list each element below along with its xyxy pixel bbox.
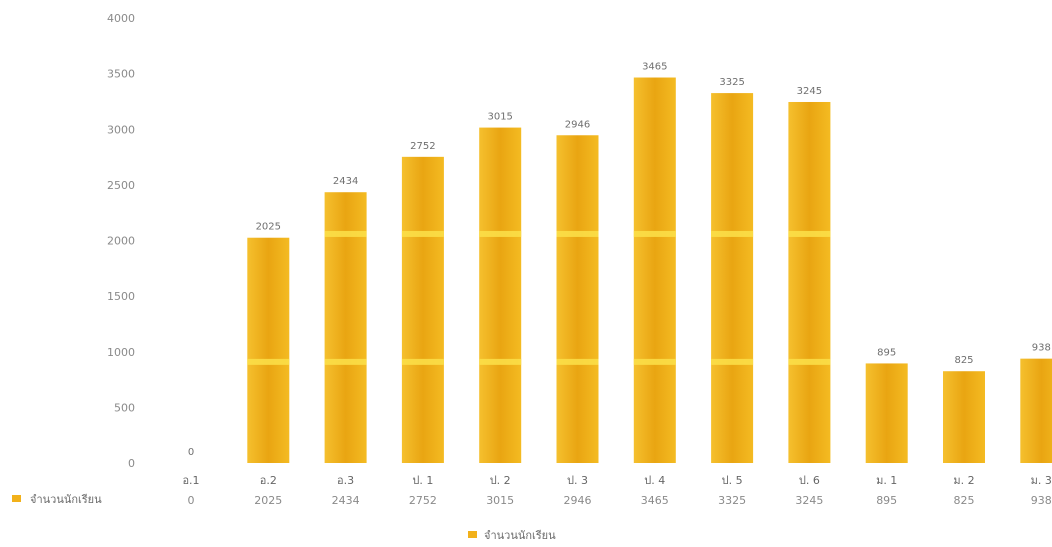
x-category-label: อ.1 (182, 474, 199, 487)
data-label: 3465 (642, 62, 667, 73)
bar-2[interactable] (247, 237, 290, 463)
y-axis: 0 500 1000 1500 2000 2500 3000 3500 4000 (107, 12, 135, 470)
bar-3[interactable] (324, 192, 367, 463)
y-tick-label: 1000 (107, 346, 135, 359)
x-category-label: ม. 1 (876, 474, 897, 487)
legend-swatch (468, 531, 477, 538)
y-tick-label: 500 (114, 401, 135, 414)
table-cell: 3465 (641, 494, 669, 507)
bar-highlight-band (324, 358, 367, 365)
bar-highlight-band (479, 358, 522, 365)
table-cell: 2025 (254, 494, 282, 507)
bar-highlight-band (711, 230, 754, 237)
table-cell: 2434 (332, 494, 360, 507)
data-label: 3245 (797, 86, 822, 97)
y-tick-label: 3500 (107, 68, 135, 81)
x-category-label: ป. 5 (722, 474, 743, 487)
x-category-label: ป. 6 (799, 474, 820, 487)
data-label: 895 (877, 347, 896, 358)
table-row-label: จำนวนนักเรียน (30, 493, 102, 506)
data-label: 2434 (333, 176, 358, 187)
y-tick-label: 0 (128, 457, 135, 470)
bar-highlight-band (556, 358, 599, 365)
data-label: 3015 (487, 112, 512, 123)
table-cell: 3015 (486, 494, 514, 507)
y-tick-label: 1500 (107, 290, 135, 303)
data-label: 3325 (719, 77, 744, 88)
table-cell: 938 (1031, 494, 1052, 507)
data-table: จำนวนนักเรียน 0 2025 2434 2752 3015 2946 3465 3… (12, 493, 1052, 507)
bar-highlight-band (247, 358, 290, 365)
bar-highlight-band (788, 230, 831, 237)
legend-label: จำนวนนักเรียน (484, 529, 556, 542)
x-category-label: ม. 2 (953, 474, 974, 487)
bar-highlight-band (633, 358, 676, 365)
data-label: 2025 (256, 222, 281, 233)
table-cell: 0 (188, 494, 195, 507)
data-label: 2752 (410, 141, 435, 152)
table-cell: 2752 (409, 494, 437, 507)
x-category-label: ม. 3 (1031, 474, 1052, 487)
bar-12[interactable] (1020, 358, 1052, 463)
data-labels-group: 0 2025 2434 2752 3015 2946 3465 3325 3245 895 825 9… (188, 62, 1051, 458)
x-category-label: ป. 1 (412, 474, 433, 487)
x-category-label: ป. 2 (490, 474, 511, 487)
bar-highlight-band (324, 230, 367, 237)
x-category-label: ป. 4 (644, 474, 665, 487)
y-tick-label: 4000 (107, 12, 135, 25)
data-label: 825 (954, 355, 973, 366)
bar-6[interactable] (556, 135, 599, 463)
bar-7[interactable] (633, 77, 676, 464)
bars-group (247, 77, 1052, 464)
bar-highlight-band (788, 358, 831, 365)
data-label: 938 (1032, 343, 1051, 354)
bar-5[interactable] (479, 127, 522, 464)
data-label: 2946 (565, 119, 590, 130)
bar-highlight-band (479, 230, 522, 237)
y-tick-label: 3000 (107, 123, 135, 136)
table-cell: 825 (954, 494, 975, 507)
table-cell: 3245 (795, 494, 823, 507)
bar-10[interactable] (865, 363, 908, 463)
x-category-label: อ.3 (337, 474, 354, 487)
bar-highlight-band (711, 358, 754, 365)
bar-highlight-band (633, 230, 676, 237)
bar-11[interactable] (943, 371, 985, 463)
bar-9[interactable] (788, 101, 831, 464)
legend[interactable]: จำนวนนักเรียน (468, 529, 556, 542)
x-category-label: ป. 3 (567, 474, 588, 487)
bar-highlight-band (401, 230, 444, 237)
table-cell: 3325 (718, 494, 746, 507)
x-category-label: อ.2 (260, 474, 277, 487)
bar-4[interactable] (401, 156, 444, 463)
y-tick-label: 2000 (107, 235, 135, 248)
x-axis: อ.1 อ.2 อ.3 ป. 1 ป. 2 ป. 3 ป. 4 ป. 5 ป. 6 ม. 1 ม. … (182, 474, 1051, 487)
data-label: 0 (188, 447, 194, 458)
bar-8[interactable] (711, 93, 754, 463)
table-legend-swatch (12, 495, 21, 502)
table-cell: 2946 (564, 494, 592, 507)
y-tick-label: 2500 (107, 179, 135, 192)
table-cell: 895 (876, 494, 897, 507)
bar-highlight-band (556, 230, 599, 237)
bar-highlight-band (401, 358, 444, 365)
